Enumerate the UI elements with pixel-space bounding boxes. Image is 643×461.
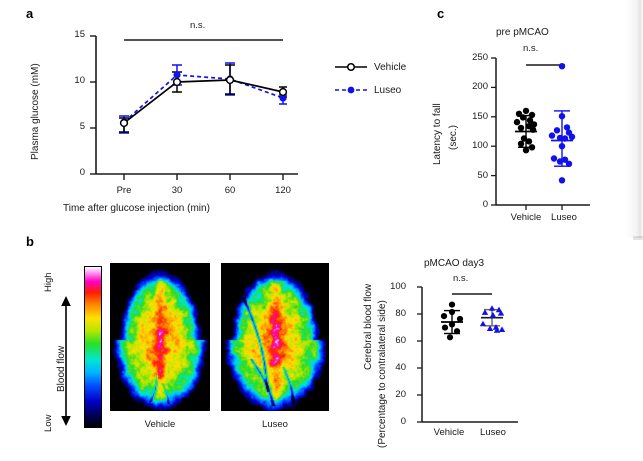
panel-a-xtick-pre: Pre: [116, 185, 132, 196]
panel-c-luseo-points: [548, 63, 576, 184]
panel-b-vehicle-points: [440, 301, 464, 341]
panel-c-ytick-250: 250: [472, 52, 488, 63]
panel-c-ytick-50: 50: [477, 170, 488, 181]
panel-b-ytick-40: 40: [395, 362, 406, 373]
panel-c-ytick-0: 0: [482, 199, 488, 210]
panel-c-ylabel: Latency to fall: [432, 103, 443, 165]
panel-a-xlabel: Time after glucose injection (min): [63, 203, 210, 214]
brain-caption-vehicle: Vehicle: [144, 419, 176, 430]
panel-c-vehicle-points: [513, 107, 538, 154]
panel-a-xtick-60: 60: [224, 185, 236, 196]
panel-a-series-vehicle-line: [123, 79, 284, 124]
panel-c-chart: [472, 55, 602, 215]
panel-a-letter: a: [26, 6, 34, 21]
panel-b-xtick-vehicle: Vehicle: [433, 427, 465, 438]
page-edge-shadow: [625, 0, 643, 238]
panel-a-xtick-30: 30: [171, 185, 183, 196]
brain-image-luseo: [221, 263, 329, 411]
panel-b-ytick-80: 80: [395, 308, 406, 319]
panel-c-ytick-100: 100: [472, 140, 488, 151]
panel-c-x-ticks: [525, 205, 563, 210]
panel-a-ytick-15: 15: [74, 29, 85, 40]
panel-c-ytick-150: 150: [472, 111, 488, 122]
panel-a-series-luseo-markers: [120, 71, 287, 126]
colorbar-low-label: Low: [43, 414, 54, 432]
scale-bar: [182, 398, 210, 402]
panel-b-plot: [417, 286, 518, 423]
panel-a-series-luseo-line: [123, 74, 284, 123]
panel-a-ytick-10: 10: [74, 75, 85, 86]
legend-label-vehicle: Vehicle: [374, 61, 407, 73]
panel-a-y-ticks: [90, 35, 96, 175]
legend-item-luseo: Luseo: [334, 83, 406, 97]
panel-b-ylabel: Cerebral blood flow: [363, 283, 374, 370]
panel-b-xtick-luseo: Luseo: [480, 427, 506, 438]
panel-c-plot: [491, 57, 590, 210]
legend-marker-luseo: [335, 86, 367, 94]
panel-b-ytick-100: 100: [390, 281, 406, 292]
panel-c-title: pre pMCAO: [496, 27, 549, 38]
panel-a-x-ticks: [123, 174, 284, 180]
panel-a-ytick-5: 5: [79, 121, 85, 132]
legend-item-vehicle: Vehicle: [334, 60, 406, 74]
panel-b-chart: [408, 284, 538, 434]
panel-b-ytick-0: 0: [400, 416, 406, 427]
panel-c-ns-label: n.s.: [523, 43, 539, 54]
panel-b-y-ticks: [417, 286, 422, 423]
panel-a-plot: [90, 35, 298, 180]
panel-a-ns-label: n.s.: [190, 20, 206, 31]
panel-b-ytick-20: 20: [395, 389, 406, 400]
panel-a-ytick-0: 0: [79, 167, 85, 178]
panel-a-xtick-120: 120: [275, 185, 291, 196]
colorbar-gradient: [84, 266, 102, 428]
panel-b-letter: b: [26, 234, 34, 249]
brain-caption-luseo: Luseo: [262, 419, 288, 430]
panel-a-ylabel: Plasma glucose (mM): [30, 63, 41, 160]
panel-c-y-ticks: [491, 57, 496, 206]
panel-b-ytick-60: 60: [395, 335, 406, 346]
panel-a-legend: Vehicle Luseo: [334, 60, 406, 97]
page-edge-shadow-bottom: [633, 236, 643, 240]
panel-c-ytick-200: 200: [472, 81, 488, 92]
panel-b-luseo-points: [479, 305, 506, 333]
panel-a-series-luseo-errorbars: [119, 62, 287, 134]
brain-image-vehicle: [110, 263, 210, 411]
panel-a-series-vehicle-errorbars: [119, 64, 287, 133]
panel-b-chart-title: pMCAO day3: [424, 258, 485, 269]
panel-c-xtick-vehicle: Vehicle: [510, 212, 542, 223]
panel-a-series-vehicle-markers: [119, 75, 288, 128]
blood-flow-arrow-icon: [61, 296, 71, 426]
panel-b-ns-label: n.s.: [453, 273, 469, 284]
panel-c-xtick-luseo: Luseo: [551, 212, 577, 223]
colorbar-high-label: High: [43, 272, 54, 292]
legend-marker-vehicle: [335, 62, 367, 72]
legend-label-luseo: Luseo: [374, 84, 402, 96]
panel-b-ylabel-units: (Percentage to contralateral side): [377, 300, 388, 448]
panel-c-ylabel-units: (sec.): [448, 125, 459, 150]
panel-c-letter: c: [437, 6, 445, 21]
panel-a-chart: [36, 22, 336, 202]
